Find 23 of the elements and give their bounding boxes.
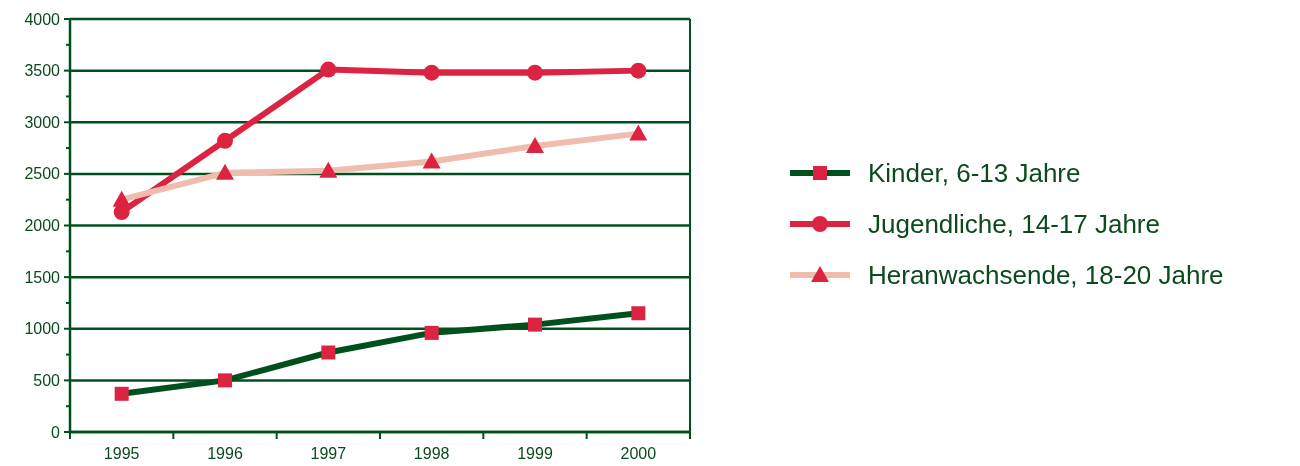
- legend-label: Jugendliche, 14-17 Jahre: [868, 209, 1160, 240]
- x-tick-label: 1999: [517, 445, 553, 462]
- legend-label: Kinder, 6-13 Jahre: [868, 158, 1081, 189]
- point: [320, 61, 337, 78]
- y-tick-label: 1000: [24, 320, 61, 338]
- x-tick-label: 1996: [207, 445, 243, 462]
- y-tick-label: 2000: [24, 217, 61, 235]
- y-tick-label: 0: [51, 423, 61, 441]
- x-tick-label: 1998: [413, 445, 450, 462]
- point: [217, 132, 233, 149]
- point: [630, 62, 647, 79]
- y-tick-label: 500: [33, 371, 61, 389]
- y-tick-label: 1500: [24, 268, 61, 286]
- y-tick-label: 2500: [24, 165, 61, 183]
- legend-label: Heranwachsende, 18-20 Jahre: [868, 260, 1224, 291]
- x-tick-label: 2000: [620, 445, 657, 462]
- y-tick-label: 3000: [24, 113, 61, 131]
- point: [423, 64, 440, 81]
- x-tick-label: 1995: [103, 445, 140, 462]
- y-tick-label: 4000: [24, 10, 61, 28]
- x-tick-label: 1997: [310, 445, 347, 462]
- point: [527, 64, 543, 81]
- y-tick-label: 3500: [24, 62, 61, 80]
